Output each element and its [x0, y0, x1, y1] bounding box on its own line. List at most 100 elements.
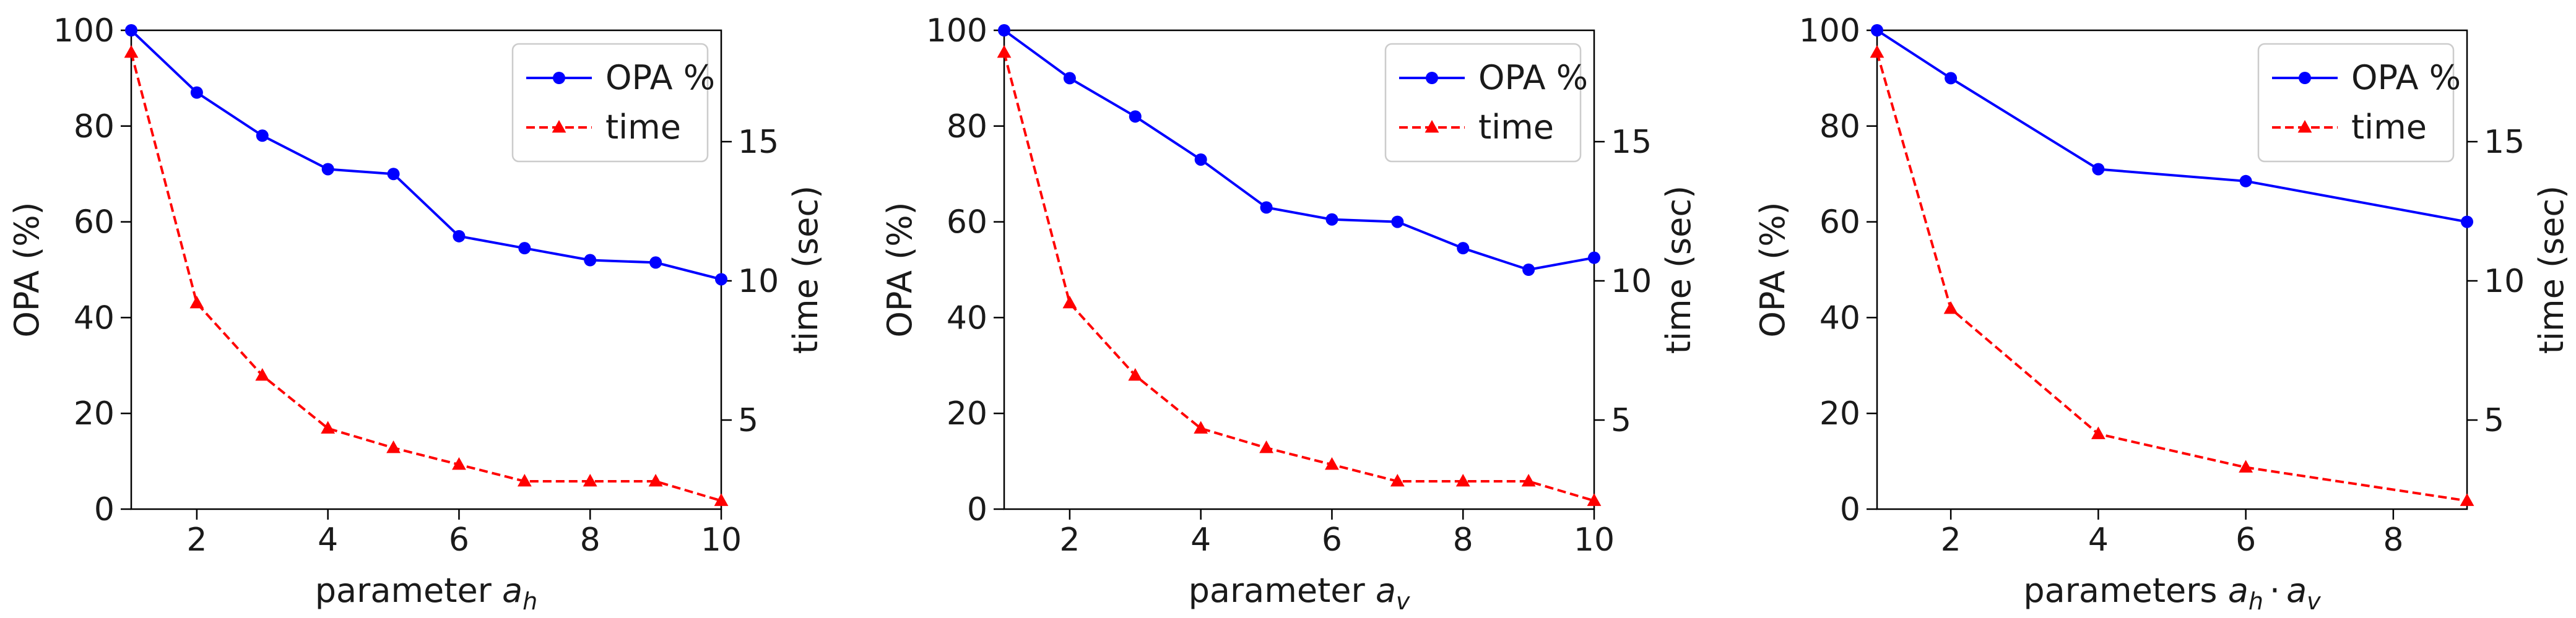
x-axis-label-subscript: v [1396, 588, 1410, 615]
data-point [1260, 201, 1273, 214]
data-point [1391, 215, 1404, 228]
x-tick-label: 10 [1574, 521, 1615, 559]
data-point [321, 421, 336, 434]
data-point [1062, 296, 1077, 309]
x-tick-label: 6 [2236, 521, 2256, 559]
data-point [255, 368, 270, 381]
y-left-axis-label: OPA (%) [7, 202, 46, 337]
y-left-tick-label: 100 [926, 12, 987, 49]
y-right-tick-label: 10 [1611, 263, 1652, 300]
y-left-tick-label: 100 [1799, 12, 1860, 49]
data-point [1129, 110, 1142, 123]
legend-label: OPA % [1478, 58, 1588, 97]
data-point [998, 24, 1010, 36]
data-point [648, 474, 663, 487]
data-point [2092, 163, 2105, 176]
x-axis-label-text: parameter [1189, 571, 1376, 610]
x-axis-label-var: a [2286, 571, 2307, 610]
data-point [1128, 368, 1143, 381]
data-point [321, 163, 334, 176]
data-point [1390, 474, 1405, 487]
y-right-tick-label: 15 [738, 124, 779, 161]
data-point [2239, 460, 2253, 473]
legend-label: OPA % [2351, 58, 2461, 97]
y-right-tick-label: 10 [738, 263, 779, 300]
x-tick-label: 8 [580, 521, 601, 559]
series-opa [1871, 24, 2473, 228]
legend-marker [1426, 72, 1438, 84]
legend-marker [1425, 120, 1439, 133]
y-right-axis-label: time (sec) [786, 186, 825, 354]
data-point [2091, 426, 2105, 439]
data-point [1871, 24, 1883, 36]
data-point [517, 474, 532, 487]
data-point [1588, 251, 1600, 264]
y-right-axis-label: time (sec) [2532, 186, 2571, 354]
x-tick-label: 4 [1190, 521, 1211, 559]
x-tick-label: 6 [449, 521, 469, 559]
x-axis-label-subscript: h [523, 588, 537, 615]
data-point [1870, 45, 1884, 58]
data-point [1457, 242, 1470, 255]
data-point [1194, 421, 1208, 434]
x-axis-label-var: a [502, 571, 523, 610]
x-axis-label: parameter av​ [1189, 571, 1410, 615]
legend-marker [2297, 120, 2312, 133]
x-tick-label: 4 [318, 521, 338, 559]
y-right-tick-label: 10 [2484, 263, 2525, 300]
data-point [1522, 264, 1535, 276]
legend-marker [553, 72, 565, 84]
data-point [1945, 72, 1958, 85]
y-left-tick-label: 60 [1819, 204, 1860, 241]
y-left-tick-label: 20 [947, 395, 987, 432]
plot-frame [130, 29, 722, 510]
x-axis-label: parameters ah​·av​ [2023, 571, 2321, 615]
y-right-tick-label: 5 [2484, 402, 2504, 439]
y-left-tick-label: 40 [1819, 299, 1860, 337]
data-point [1587, 493, 1602, 506]
y-left-tick-label: 80 [74, 108, 115, 145]
data-point [1325, 213, 1338, 226]
data-point [124, 45, 139, 58]
plot-frame [1003, 29, 1595, 510]
x-tick-label: 2 [1941, 521, 1961, 559]
data-point [2239, 174, 2252, 187]
data-point [452, 457, 466, 470]
y-left-tick-label: 20 [74, 395, 115, 432]
y-left-tick-label: 100 [53, 12, 115, 49]
series-line [130, 29, 722, 281]
x-tick-label: 6 [1322, 521, 1342, 559]
x-axis-label-text: parameter [315, 571, 502, 610]
x-axis-label: parameter ah​ [315, 571, 537, 615]
y-left-tick-label: 80 [947, 108, 987, 145]
series-line [130, 52, 722, 502]
data-point [518, 242, 531, 255]
series-time [997, 45, 1602, 506]
y-left-tick-label: 60 [74, 204, 115, 241]
x-axis-label-text: parameters [2023, 571, 2227, 610]
x-tick-label: 8 [2383, 521, 2403, 559]
series-line [1003, 52, 1595, 502]
legend: OPA % time [511, 43, 715, 163]
data-point [189, 296, 204, 309]
series-opa [125, 24, 727, 286]
data-point [1521, 474, 1536, 487]
plot-frame [1876, 29, 2468, 510]
y-right-axis-label: time (sec) [1659, 186, 1698, 354]
y-right-tick-label: 15 [2484, 124, 2525, 161]
data-point [386, 440, 401, 453]
y-left-tick-label: 40 [947, 299, 987, 337]
x-axis-label-var: a [1376, 571, 1396, 610]
legend-label: time [2351, 108, 2427, 147]
series-opa [998, 24, 1600, 276]
y-left-tick-label: 60 [947, 204, 987, 241]
y-right-tick-label: 5 [1611, 402, 1631, 439]
data-point [649, 256, 662, 269]
data-point [714, 493, 729, 506]
y-right-tick-label: 5 [738, 402, 758, 439]
y-left-tick-label: 80 [1819, 108, 1860, 145]
